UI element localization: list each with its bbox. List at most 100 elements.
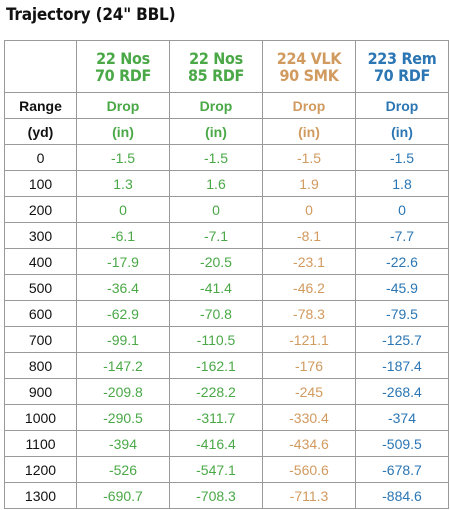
drop-cell: -41.4 <box>169 274 263 301</box>
drop-cell: -1.5 <box>355 144 449 171</box>
drop-cell: -374 <box>355 404 449 431</box>
table-row: 400 -17.9 -20.5 -23.1 -22.6 <box>4 248 449 275</box>
drop-label: Drop <box>76 92 170 119</box>
range-cell: 600 <box>4 300 77 327</box>
table-row: 600 -62.9 -70.8 -78.3 -79.5 <box>4 300 449 327</box>
drop-cell: -394 <box>76 430 170 457</box>
drop-cell: -79.5 <box>355 300 449 327</box>
range-cell: 1200 <box>4 456 77 483</box>
drop-cell: -70.8 <box>169 300 263 327</box>
table-row: 200 0 0 0 0 <box>4 196 449 223</box>
drop-cell: -20.5 <box>169 248 263 275</box>
label-row-units: (yd) (in) (in) (in) (in) <box>4 118 449 145</box>
range-cell: 500 <box>4 274 77 301</box>
drop-cell: -7.7 <box>355 222 449 249</box>
drop-cell: 1.9 <box>262 170 356 197</box>
drop-cell: 0 <box>262 196 356 223</box>
table-row: 100 1.3 1.6 1.9 1.8 <box>4 170 449 197</box>
range-cell: 0 <box>4 144 77 171</box>
page-title: Trajectory (24" BBL) <box>6 5 176 25</box>
drop-cell: -8.1 <box>262 222 356 249</box>
drop-label: Drop <box>355 92 449 119</box>
drop-cell: 1.3 <box>76 170 170 197</box>
drop-cell: -690.7 <box>76 482 170 509</box>
drop-cell: -121.1 <box>262 326 356 353</box>
drop-unit-label: (in) <box>355 118 449 145</box>
drop-cell: -884.6 <box>355 482 449 509</box>
range-cell: 1100 <box>4 430 77 457</box>
column-header-line2: 90 SMK <box>279 65 339 85</box>
drop-cell: -99.1 <box>76 326 170 353</box>
drop-cell: -509.5 <box>355 430 449 457</box>
drop-cell: -17.9 <box>76 248 170 275</box>
drop-cell: -228.2 <box>169 378 263 405</box>
range-cell: 1300 <box>4 482 77 509</box>
column-header-line1: 22 Nos <box>96 48 150 68</box>
drop-cell: -147.2 <box>76 352 170 379</box>
drop-unit-label: (in) <box>76 118 170 145</box>
table-row: 1200 -526 -547.1 -560.6 -678.7 <box>4 456 449 483</box>
column-header-224vlk-90smk: 224 VLK 90 SMK <box>262 40 356 93</box>
range-cell: 200 <box>4 196 77 223</box>
range-cell: 700 <box>4 326 77 353</box>
column-header-22nos-85rdf: 22 Nos 85 RDF <box>169 40 263 93</box>
drop-cell: 1.6 <box>169 170 263 197</box>
drop-cell: -560.6 <box>262 456 356 483</box>
drop-cell: -416.4 <box>169 430 263 457</box>
column-header-line1: 22 Nos <box>189 48 243 68</box>
drop-cell: -23.1 <box>262 248 356 275</box>
drop-cell: -110.5 <box>169 326 263 353</box>
table-row: 900 -209.8 -228.2 -245 -268.4 <box>4 378 449 405</box>
drop-cell: 1.8 <box>355 170 449 197</box>
table-row: 700 -99.1 -110.5 -121.1 -125.7 <box>4 326 449 353</box>
table-row: 800 -147.2 -162.1 -176 -187.4 <box>4 352 449 379</box>
table-row: 300 -6.1 -7.1 -8.1 -7.7 <box>4 222 449 249</box>
drop-cell: -311.7 <box>169 404 263 431</box>
table-row: 0 -1.5 -1.5 -1.5 -1.5 <box>4 144 449 171</box>
range-cell: 800 <box>4 352 77 379</box>
column-header-line1: 224 VLK <box>276 48 342 68</box>
drop-cell: -245 <box>262 378 356 405</box>
label-row-drop: Range Drop Drop Drop Drop <box>4 92 449 119</box>
drop-cell: -45.9 <box>355 274 449 301</box>
column-header-line2: 70 RDF <box>373 65 431 85</box>
column-header-line2: 85 RDF <box>187 65 245 85</box>
trajectory-table: 22 Nos 70 RDF 22 Nos 85 RDF 224 VLK 90 SMK … <box>4 40 449 509</box>
drop-cell: -678.7 <box>355 456 449 483</box>
range-cell: 300 <box>4 222 77 249</box>
drop-label: Drop <box>262 92 356 119</box>
corner-cell <box>4 40 77 93</box>
drop-cell: -708.3 <box>169 482 263 509</box>
range-cell: 1000 <box>4 404 77 431</box>
range-label: Range <box>4 92 77 119</box>
drop-cell: -526 <box>76 456 170 483</box>
drop-cell: -434.6 <box>262 430 356 457</box>
drop-cell: 0 <box>76 196 170 223</box>
range-unit-label: (yd) <box>4 118 77 145</box>
column-header-223rem-70rdf: 223 Rem 70 RDF <box>355 40 449 93</box>
drop-cell: -162.1 <box>169 352 263 379</box>
table-row: 1000 -290.5 -311.7 -330.4 -374 <box>4 404 449 431</box>
drop-cell: -711.3 <box>262 482 356 509</box>
drop-cell: -176 <box>262 352 356 379</box>
range-cell: 400 <box>4 248 77 275</box>
drop-cell: -187.4 <box>355 352 449 379</box>
drop-cell: -1.5 <box>262 144 356 171</box>
drop-cell: -1.5 <box>169 144 263 171</box>
column-header-22nos-70rdf: 22 Nos 70 RDF <box>76 40 170 93</box>
table-row: 1100 -394 -416.4 -434.6 -509.5 <box>4 430 449 457</box>
drop-cell: -62.9 <box>76 300 170 327</box>
drop-label: Drop <box>169 92 263 119</box>
column-header-line1: 223 Rem <box>367 48 437 68</box>
range-cell: 100 <box>4 170 77 197</box>
drop-unit-label: (in) <box>169 118 263 145</box>
drop-cell: -7.1 <box>169 222 263 249</box>
drop-cell: -78.3 <box>262 300 356 327</box>
drop-unit-label: (in) <box>262 118 356 145</box>
drop-cell: -290.5 <box>76 404 170 431</box>
drop-cell: -209.8 <box>76 378 170 405</box>
column-header-line2: 70 RDF <box>94 65 152 85</box>
drop-cell: -330.4 <box>262 404 356 431</box>
table-row: 500 -36.4 -41.4 -46.2 -45.9 <box>4 274 449 301</box>
table-row: 1300 -690.7 -708.3 -711.3 -884.6 <box>4 482 449 509</box>
